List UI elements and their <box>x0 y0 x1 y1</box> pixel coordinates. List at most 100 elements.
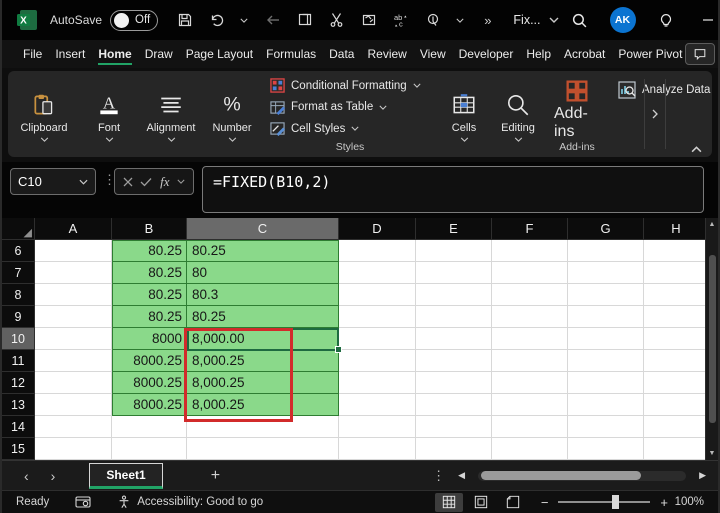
formula-input[interactable]: =FIXED(B10,2) <box>202 166 704 213</box>
zoom-slider[interactable] <box>558 495 651 509</box>
column-header-f[interactable]: F <box>492 218 568 240</box>
ribbon-group-cells[interactable]: Cells <box>438 71 490 157</box>
cell-E13[interactable] <box>416 394 492 416</box>
select-all-corner[interactable]: ◢ <box>2 218 35 240</box>
confirm-entry-icon[interactable] <box>140 177 152 187</box>
cell-H12[interactable] <box>644 372 709 394</box>
cell-A8[interactable] <box>35 284 112 306</box>
insert-function-icon[interactable]: fx <box>160 173 170 189</box>
cell-B11[interactable]: 8000.25 <box>112 350 187 372</box>
ribbon-group-clipboard[interactable]: Clipboard <box>8 71 80 157</box>
cell-H14[interactable] <box>644 416 709 438</box>
save-icon[interactable] <box>176 12 193 29</box>
row-header-10[interactable]: 10 <box>2 328 35 350</box>
scrollbar-options-icon[interactable]: ⋮ <box>432 467 446 483</box>
add-sheet-icon[interactable]: + <box>210 466 221 484</box>
cell-F14[interactable] <box>492 416 568 438</box>
undo-icon[interactable] <box>208 12 225 29</box>
cell-E11[interactable] <box>416 350 492 372</box>
cell-E8[interactable] <box>416 284 492 306</box>
cell-F13[interactable] <box>492 394 568 416</box>
cell-B15[interactable] <box>112 438 187 460</box>
cell-B13[interactable]: 8000.25 <box>112 394 187 416</box>
cell-D7[interactable] <box>339 262 416 284</box>
paste-picture-icon[interactable] <box>360 12 377 29</box>
qat-overflow-icon[interactable]: » <box>484 12 492 28</box>
menu-tab-file[interactable]: File <box>23 47 43 61</box>
tips-lightbulb-icon[interactable] <box>645 0 687 40</box>
cell-C10[interactable]: 8,000.00 <box>187 328 339 350</box>
cell-G14[interactable] <box>568 416 644 438</box>
cell-G15[interactable] <box>568 438 644 460</box>
cell-B8[interactable]: 80.25 <box>112 284 187 306</box>
cell-F12[interactable] <box>492 372 568 394</box>
row-header-14[interactable]: 14 <box>2 416 35 438</box>
cell-F7[interactable] <box>492 262 568 284</box>
macro-record-icon[interactable] <box>75 495 91 509</box>
excel-logo-icon[interactable]: X <box>16 8 40 32</box>
ribbon-group-alignment[interactable]: Alignment <box>138 71 204 157</box>
scroll-right-icon[interactable]: ▶ <box>699 470 706 480</box>
formula-bar-handle-icon[interactable]: ⋮ <box>103 172 116 187</box>
row-header-8[interactable]: 8 <box>2 284 35 306</box>
ribbon-group-font[interactable]: A Font <box>80 71 138 157</box>
menu-tab-developer[interactable]: Developer <box>458 47 514 61</box>
zoom-in-icon[interactable]: + <box>660 494 668 510</box>
cell-D10[interactable] <box>339 328 416 350</box>
cell-F10[interactable] <box>492 328 568 350</box>
column-header-a[interactable]: A <box>35 218 112 240</box>
cell-D9[interactable] <box>339 306 416 328</box>
menu-tab-view[interactable]: View <box>419 47 446 61</box>
zoom-out-icon[interactable]: − <box>540 494 549 510</box>
cell-A11[interactable] <box>35 350 112 372</box>
fx-dropdown-icon[interactable] <box>177 179 185 184</box>
cell-D15[interactable] <box>339 438 416 460</box>
menu-tab-page-layout[interactable]: Page Layout <box>185 47 254 61</box>
cell-A12[interactable] <box>35 372 112 394</box>
row-header-12[interactable]: 12 <box>2 372 35 394</box>
prev-sheet-icon[interactable]: ‹ <box>24 467 29 484</box>
cell-G8[interactable] <box>568 284 644 306</box>
cell-H7[interactable] <box>644 262 709 284</box>
cell-B9[interactable]: 80.25 <box>112 306 187 328</box>
cell-A13[interactable] <box>35 394 112 416</box>
menu-tab-help[interactable]: Help <box>526 47 552 61</box>
menu-tab-acrobat[interactable]: Acrobat <box>564 47 606 61</box>
cell-C6[interactable]: 80.25 <box>187 240 339 262</box>
conditional-formatting-button[interactable]: Conditional Formatting <box>270 76 430 95</box>
row-header-9[interactable]: 9 <box>2 306 35 328</box>
menu-tab-data[interactable]: Data <box>329 47 355 61</box>
account-avatar[interactable]: AK <box>609 7 636 33</box>
replace-icon[interactable]: ab c <box>392 12 409 29</box>
document-title[interactable]: Fix... <box>513 13 559 27</box>
cell-A10[interactable] <box>35 328 112 350</box>
menu-tab-home[interactable]: Home <box>95 43 134 65</box>
cell-F8[interactable] <box>492 284 568 306</box>
cut-icon[interactable] <box>328 12 345 29</box>
addins-button-label[interactable]: Add-ins <box>554 105 588 140</box>
page-break-preview-button[interactable] <box>499 493 527 512</box>
cell-styles-button[interactable]: Cell Styles <box>270 119 430 138</box>
cell-G12[interactable] <box>568 372 644 394</box>
cell-B7[interactable]: 80.25 <box>112 262 187 284</box>
cell-D12[interactable] <box>339 372 416 394</box>
minimize-button[interactable] <box>687 0 720 40</box>
column-header-b[interactable]: B <box>112 218 187 240</box>
cell-E9[interactable] <box>416 306 492 328</box>
cell-C7[interactable]: 80 <box>187 262 339 284</box>
touch-mode-dropdown-icon[interactable] <box>456 16 465 25</box>
row-header-13[interactable]: 13 <box>2 394 35 416</box>
column-header-d[interactable]: D <box>339 218 416 240</box>
ribbon-expand-button[interactable] <box>644 79 666 149</box>
cell-H8[interactable] <box>644 284 709 306</box>
addins-icon[interactable] <box>563 77 591 105</box>
menu-tab-formulas[interactable]: Formulas <box>266 47 317 61</box>
row-header-7[interactable]: 7 <box>2 262 35 284</box>
cell-H15[interactable] <box>644 438 709 460</box>
column-header-h[interactable]: H <box>644 218 709 240</box>
cell-H13[interactable] <box>644 394 709 416</box>
cell-C13[interactable]: 8,000.25 <box>187 394 339 416</box>
cell-G11[interactable] <box>568 350 644 372</box>
cell-A6[interactable] <box>35 240 112 262</box>
name-box[interactable]: C10 <box>10 168 96 195</box>
